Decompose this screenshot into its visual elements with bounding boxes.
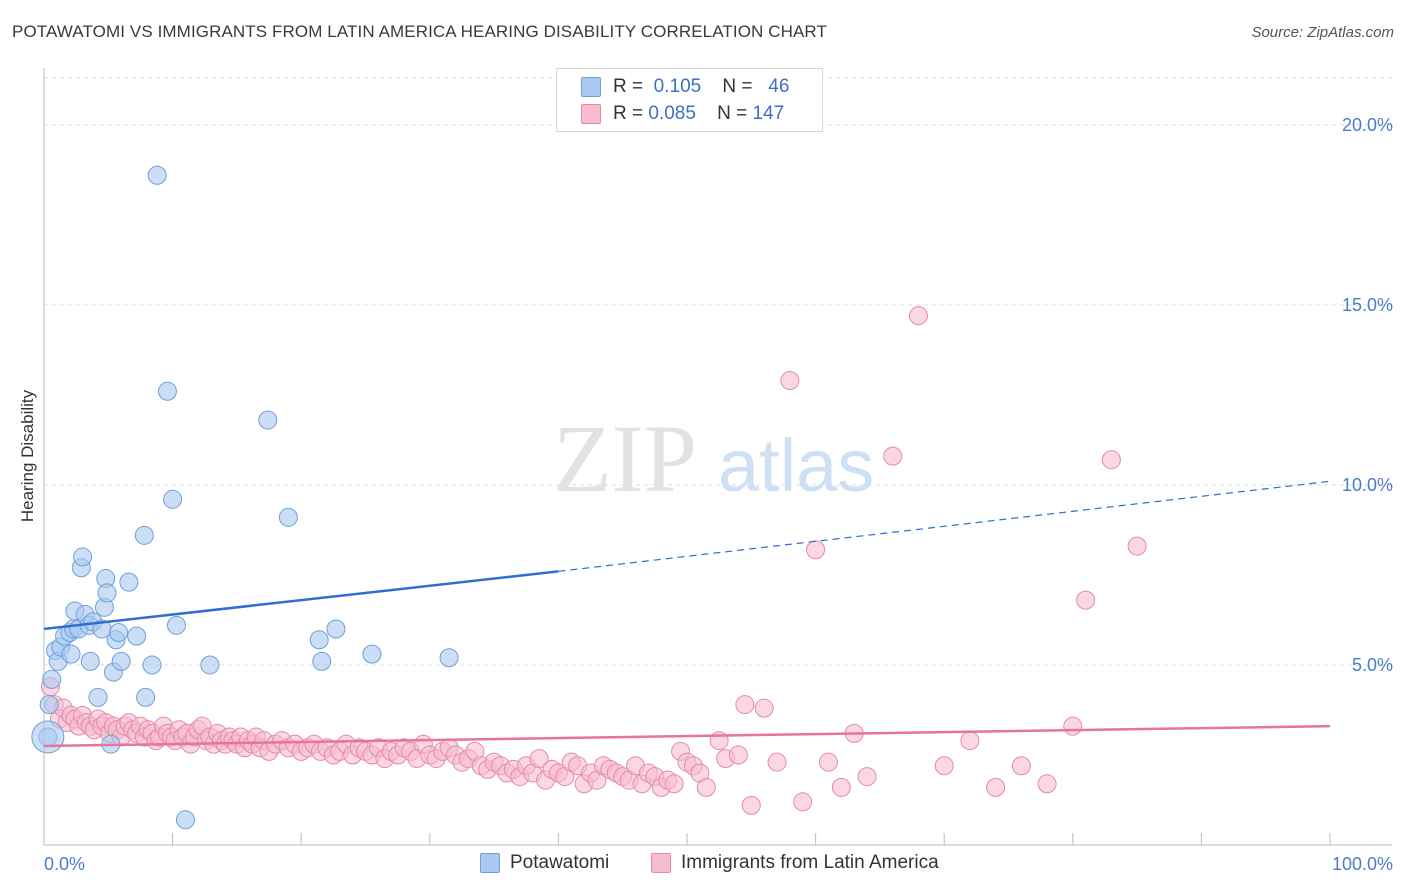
data-point bbox=[883, 446, 903, 466]
series-layer bbox=[31, 165, 1147, 830]
data-point bbox=[119, 572, 139, 592]
x-tick-label: 100.0% bbox=[1332, 854, 1393, 874]
legend-n-value: 147 bbox=[752, 103, 785, 124]
data-point bbox=[1011, 756, 1031, 776]
trend-layer bbox=[43, 480, 1331, 748]
data-point bbox=[1063, 716, 1083, 736]
data-point bbox=[1127, 536, 1147, 556]
legend-row-latin-america: R = 0.085 N = 147 bbox=[581, 102, 784, 126]
data-point-large bbox=[31, 720, 65, 754]
legend-r-value: 0.105 bbox=[653, 76, 702, 97]
series-legend-label: Immigrants from Latin America bbox=[681, 852, 939, 873]
data-point bbox=[136, 687, 156, 707]
data-point bbox=[134, 525, 154, 545]
data-point bbox=[312, 651, 332, 671]
data-point bbox=[439, 648, 459, 668]
series-potawatomi bbox=[38, 165, 459, 830]
series-legend: Potawatomi Immigrants from Latin America bbox=[0, 852, 1406, 878]
watermark-atlas: atlas bbox=[718, 424, 874, 507]
series-legend-swatch-potawatomi bbox=[480, 853, 500, 873]
data-point bbox=[1037, 774, 1057, 794]
data-point bbox=[908, 306, 928, 326]
chart-source: Source: ZipAtlas.com bbox=[1251, 24, 1394, 41]
trend-line-potawatomi bbox=[43, 570, 559, 631]
data-point bbox=[326, 619, 346, 639]
watermark-zip: ZIP bbox=[553, 405, 697, 512]
y-tick-label: 10.0% bbox=[1342, 475, 1393, 495]
data-point bbox=[80, 651, 100, 671]
data-point bbox=[934, 756, 954, 776]
chart-title: POTAWATOMI VS IMMIGRANTS FROM LATIN AMER… bbox=[12, 22, 827, 41]
data-point bbox=[163, 489, 183, 509]
trend-line-potawatomi-extension bbox=[558, 480, 1331, 572]
data-point bbox=[857, 767, 877, 787]
legend-r-label: R = bbox=[613, 76, 644, 97]
data-point bbox=[1076, 590, 1096, 610]
legend-n-label: N = bbox=[722, 76, 753, 97]
axes bbox=[43, 68, 1392, 846]
data-point bbox=[696, 777, 716, 797]
series-latin-america bbox=[40, 306, 1147, 815]
data-point bbox=[42, 669, 62, 689]
data-point bbox=[127, 626, 147, 646]
data-point bbox=[39, 695, 59, 715]
data-point bbox=[97, 583, 117, 603]
legend-n-value: 46 bbox=[768, 76, 790, 97]
data-point bbox=[175, 810, 195, 830]
data-point bbox=[793, 792, 813, 812]
data-point bbox=[142, 655, 162, 675]
data-point bbox=[200, 655, 220, 675]
data-point bbox=[111, 651, 131, 671]
data-point bbox=[735, 695, 755, 715]
series-legend-latin-america: Immigrants from Latin America bbox=[651, 852, 939, 874]
data-point bbox=[73, 547, 93, 567]
data-point bbox=[1101, 450, 1121, 470]
series-legend-swatch-latin-america bbox=[651, 853, 671, 873]
data-point bbox=[986, 777, 1006, 797]
data-point bbox=[109, 623, 129, 643]
legend-n-label: N = bbox=[717, 103, 748, 124]
data-point bbox=[741, 795, 761, 815]
data-point bbox=[147, 165, 167, 185]
data-point bbox=[278, 507, 298, 527]
data-point bbox=[664, 774, 684, 794]
data-point bbox=[529, 749, 549, 769]
y-tick-label: 20.0% bbox=[1342, 115, 1393, 135]
data-point bbox=[818, 752, 838, 772]
y-tick-label: 5.0% bbox=[1352, 655, 1393, 675]
legend-r-label: R = bbox=[613, 103, 644, 124]
data-point bbox=[309, 630, 329, 650]
data-point bbox=[88, 687, 108, 707]
y-axis-label: Hearing Disability bbox=[18, 389, 37, 522]
legend-swatch-latin-america bbox=[581, 104, 601, 124]
data-point bbox=[61, 644, 81, 664]
data-point bbox=[780, 370, 800, 390]
series-legend-potawatomi: Potawatomi bbox=[480, 852, 609, 874]
data-point bbox=[831, 777, 851, 797]
legend-swatch-potawatomi bbox=[581, 77, 601, 97]
trend-line-latin-america bbox=[43, 724, 1331, 748]
y-tick-label: 15.0% bbox=[1342, 295, 1393, 315]
data-point bbox=[157, 381, 177, 401]
legend-row-potawatomi: R = 0.105 N = 46 bbox=[581, 75, 789, 99]
series-legend-label: Potawatomi bbox=[510, 852, 610, 873]
data-point bbox=[754, 698, 774, 718]
data-point bbox=[960, 731, 980, 751]
data-point bbox=[728, 745, 748, 765]
tick-labels: 5.0% 10.0% 15.0% 20.0% 0.0% 100.0% bbox=[44, 115, 1393, 874]
data-point bbox=[258, 410, 278, 430]
x-tick-label: 0.0% bbox=[44, 854, 85, 874]
data-point bbox=[767, 752, 787, 772]
data-point bbox=[806, 540, 826, 560]
legend-r-value: 0.085 bbox=[648, 103, 696, 124]
stats-legend: R = 0.105 N = 46 R = 0.085 N = 147 bbox=[556, 68, 823, 132]
data-point bbox=[166, 615, 186, 635]
grid-lines bbox=[44, 77, 1392, 666]
data-point bbox=[362, 644, 382, 664]
